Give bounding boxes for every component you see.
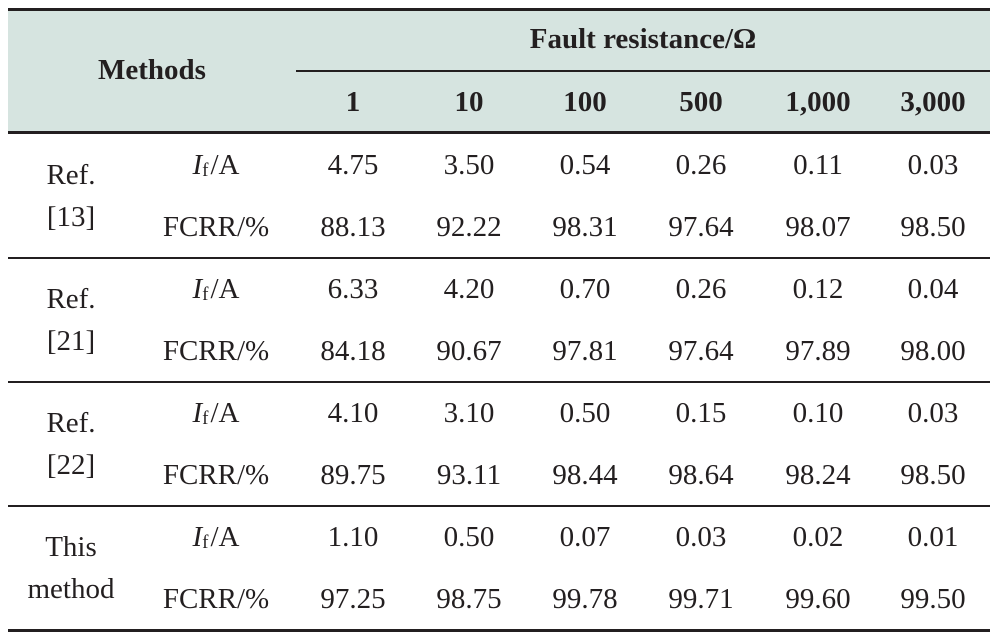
fcrr-value: 97.64 <box>668 334 734 367</box>
variable-symbol: I <box>192 272 203 305</box>
header-bottom-rule <box>8 131 990 134</box>
column-header: 500 <box>679 85 723 118</box>
fault-resistance-underline <box>296 70 990 72</box>
fcrr-value: 98.24 <box>785 458 851 491</box>
fcrr-value: 90.67 <box>436 334 502 367</box>
fault-current-value: 0.07 <box>559 520 611 553</box>
fault-current-value: 0.04 <box>907 272 959 305</box>
fault-current-value: 0.54 <box>559 148 611 181</box>
method-label: method <box>27 572 115 605</box>
fault-current-value: 4.75 <box>327 148 379 181</box>
methods-header: Methods <box>98 53 206 86</box>
fcrr-value: 97.25 <box>320 582 386 615</box>
fault-resistance-header: Fault resistance/Ω <box>529 22 757 55</box>
fcrr-value: 99.71 <box>668 582 734 615</box>
fault-current-value: 3.50 <box>443 148 495 181</box>
fcrr-value: 98.50 <box>900 458 966 491</box>
fault-current-value: 0.03 <box>907 148 959 181</box>
variable-symbol: I <box>192 396 203 429</box>
fcrr-value: 98.07 <box>785 210 851 243</box>
fcrr-value: 84.18 <box>320 334 386 367</box>
fault-current-value: 0.10 <box>792 396 844 429</box>
variable-symbol: I <box>192 520 203 553</box>
fcrr-value: 97.89 <box>785 334 851 367</box>
unit-label: /A <box>210 148 240 181</box>
fault-current-value: 0.03 <box>907 396 959 429</box>
fcrr-value: 93.11 <box>436 458 502 491</box>
fcrr-value: 99.78 <box>552 582 618 615</box>
fcrr-value: 98.64 <box>668 458 734 491</box>
method-label: Ref. <box>46 406 96 439</box>
fault-current-value: 3.10 <box>443 396 495 429</box>
group-divider <box>8 505 990 507</box>
fcrr-value: 98.75 <box>436 582 502 615</box>
variable-subscript: f <box>202 160 209 181</box>
column-header: 1,000 <box>785 85 851 118</box>
fcrr-value: 98.31 <box>552 210 618 243</box>
unit-label: /A <box>210 272 240 305</box>
fcrr-value: 98.44 <box>552 458 618 491</box>
method-label: [13] <box>46 200 96 233</box>
method-label: Ref. <box>46 158 96 191</box>
unit-label: /A <box>210 520 240 553</box>
fault-current-value: 0.26 <box>675 272 727 305</box>
fault-current-value: 6.33 <box>327 272 379 305</box>
group-divider <box>8 257 990 259</box>
fault-current-value: 1.10 <box>327 520 379 553</box>
fcrr-label: FCRR/% <box>162 210 270 243</box>
fault-current-value: 0.50 <box>443 520 495 553</box>
fcrr-label: FCRR/% <box>162 334 270 367</box>
variable-subscript: f <box>202 532 209 553</box>
unit-label: /A <box>210 396 240 429</box>
fault-current-value: 0.50 <box>559 396 611 429</box>
fault-current-value: 4.20 <box>443 272 495 305</box>
method-label: [21] <box>46 324 96 357</box>
top-rule <box>8 8 990 11</box>
variable-subscript: f <box>202 408 209 429</box>
fault-current-value: 0.01 <box>907 520 959 553</box>
fault-current-value: 0.70 <box>559 272 611 305</box>
fcrr-value: 97.64 <box>668 210 734 243</box>
fault-current-value: 0.11 <box>793 148 843 181</box>
fcrr-value: 89.75 <box>320 458 386 491</box>
group-divider <box>8 381 990 383</box>
fcrr-value: 99.60 <box>785 582 851 615</box>
fcrr-value: 88.13 <box>320 210 386 243</box>
fault-current-value: 0.02 <box>792 520 844 553</box>
fault-current-value: 4.10 <box>327 396 379 429</box>
method-label: [22] <box>46 448 96 481</box>
fault-current-value: 0.26 <box>675 148 727 181</box>
fcrr-value: 92.22 <box>436 210 502 243</box>
method-label: This <box>45 530 97 563</box>
column-header: 3,000 <box>900 85 966 118</box>
fcrr-value: 98.50 <box>900 210 966 243</box>
variable-subscript: f <box>202 284 209 305</box>
fault-current-value: 0.03 <box>675 520 727 553</box>
bottom-rule <box>8 629 990 632</box>
column-header: 1 <box>345 85 361 118</box>
fcrr-label: FCRR/% <box>162 458 270 491</box>
fcrr-value: 99.50 <box>900 582 966 615</box>
column-header: 10 <box>454 85 484 118</box>
method-label: Ref. <box>46 282 96 315</box>
column-header: 100 <box>563 85 607 118</box>
fault-current-value: 0.15 <box>675 396 727 429</box>
fcrr-label: FCRR/% <box>162 582 270 615</box>
fault-current-value: 0.12 <box>792 272 844 305</box>
variable-symbol: I <box>192 148 203 181</box>
fcrr-value: 97.81 <box>552 334 618 367</box>
fcrr-value: 98.00 <box>900 334 966 367</box>
